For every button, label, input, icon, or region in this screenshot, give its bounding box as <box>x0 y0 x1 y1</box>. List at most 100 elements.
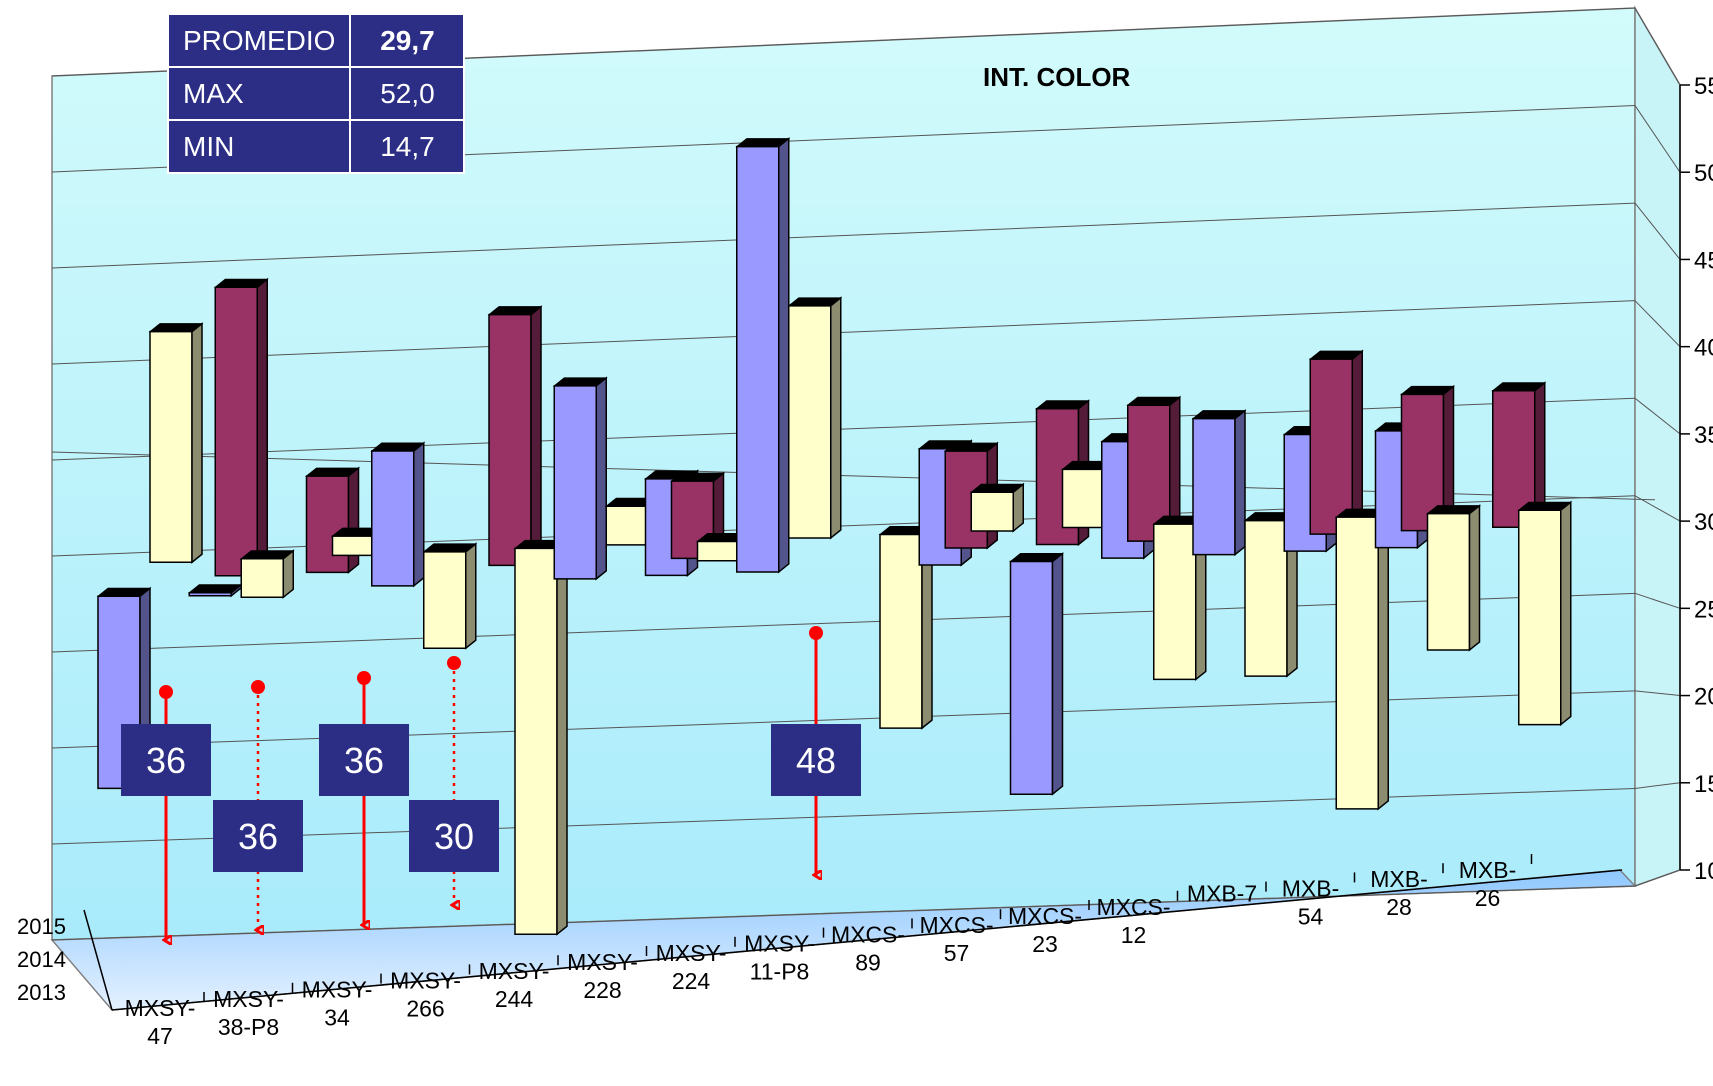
bar-2014 <box>1491 381 1547 529</box>
annotation-box <box>213 800 303 872</box>
bar-side <box>778 137 790 574</box>
stats-value: 52,0 <box>349 66 466 121</box>
category-label-line: 26 <box>1475 885 1501 911</box>
bar-side <box>1468 504 1481 652</box>
bar-front <box>1153 523 1197 681</box>
bar-top <box>1400 385 1455 395</box>
annotation-value: 36 <box>344 740 384 781</box>
bar-top <box>305 467 360 477</box>
bar-2015 <box>1426 504 1481 652</box>
bar-front <box>1309 358 1353 535</box>
depth-label: 2014 <box>17 947 66 972</box>
bar-top <box>1126 396 1182 406</box>
bar-2014 <box>1126 395 1182 543</box>
bar-top <box>1009 553 1064 563</box>
category-label: MXSY-244 <box>479 958 550 1012</box>
category-label-line: MXSY- <box>744 931 815 957</box>
category-label: MXSY-38-P8 <box>213 986 284 1040</box>
stats-row: MAX 52,0 <box>166 66 466 121</box>
category-label-line: MXCS- <box>831 921 905 947</box>
bar-top <box>735 138 791 148</box>
bar-top <box>670 472 725 482</box>
stats-value: 29,7 <box>349 13 466 68</box>
bar-2015 <box>513 538 569 936</box>
annotation: 30 <box>409 656 499 905</box>
category-label: MXSY-34 <box>302 977 373 1031</box>
bar-2015 <box>422 542 478 650</box>
category-label: MXB-28 <box>1370 866 1428 920</box>
stats-label: MIN <box>166 119 352 174</box>
bar-top <box>787 297 843 307</box>
bar-front <box>331 535 376 557</box>
bar-top <box>148 323 204 333</box>
bar-top <box>487 306 543 316</box>
bar-top <box>552 377 608 387</box>
bar-2014 <box>487 305 543 567</box>
bar-2014 <box>213 277 269 578</box>
bar-2015 <box>1517 500 1573 727</box>
category-label: MXCS-23 <box>1008 903 1082 957</box>
bar-side <box>191 322 203 564</box>
bar-side <box>256 277 268 578</box>
bar-side <box>830 296 842 540</box>
annotation-box <box>409 800 499 872</box>
gridline <box>51 202 1636 269</box>
bar-2015 <box>969 482 1025 533</box>
category-label-line: 38-P8 <box>218 1014 279 1040</box>
category-label-line: 28 <box>1386 894 1412 920</box>
bar-side <box>1051 551 1064 796</box>
stats-row: PROMEDIO 29,7 <box>166 13 466 68</box>
bar-side <box>556 538 568 936</box>
y-tick-label: 30,00 <box>1694 509 1713 536</box>
annotation-value: 48 <box>796 740 836 781</box>
gridline <box>51 885 1636 941</box>
bar-front <box>879 533 923 729</box>
bar-top <box>943 442 999 452</box>
bar-front <box>514 547 558 935</box>
bar-front <box>371 450 415 587</box>
annotation-value: 30 <box>434 816 474 857</box>
bar-front <box>736 145 780 573</box>
category-label-line: MXB- <box>1370 866 1428 892</box>
y-tick-label: 40,00 <box>1694 335 1713 362</box>
gridline <box>1634 202 1681 260</box>
category-label-line: MXSY- <box>479 958 550 984</box>
gridline <box>51 397 1636 461</box>
bar-front <box>970 491 1014 532</box>
bar-top <box>1517 501 1573 511</box>
bar-side <box>413 441 425 588</box>
y-tick-label: 25,00 <box>1694 596 1713 623</box>
bar-top <box>187 584 243 594</box>
bar-front <box>553 385 597 580</box>
bar-side <box>465 542 477 650</box>
depth-axis-line <box>83 909 113 1011</box>
y-tick-label: 45,00 <box>1694 247 1713 274</box>
bar-front <box>214 286 258 577</box>
annotation: 36 <box>213 680 303 930</box>
stats-label: MAX <box>166 66 352 121</box>
bar-front <box>696 540 741 562</box>
bar-top <box>1308 350 1364 360</box>
category-label-line: 54 <box>1298 903 1324 929</box>
gridline <box>1634 690 1681 697</box>
bar-front <box>305 475 350 574</box>
y-tick-label: 50,00 <box>1694 160 1713 187</box>
bar-2013 <box>187 583 243 598</box>
bar-top <box>422 543 478 553</box>
depth-label: 2013 <box>17 980 66 1005</box>
bar-top <box>969 483 1025 493</box>
bar-side <box>1560 500 1572 727</box>
y-tick-label: 20,00 <box>1694 684 1713 711</box>
category-label-line: 266 <box>406 995 444 1021</box>
bar-top <box>239 550 295 560</box>
annotation-value: 36 <box>146 740 186 781</box>
category-label-line: 228 <box>583 977 621 1003</box>
gridline <box>51 300 1636 365</box>
bar-2013 <box>1191 409 1247 557</box>
category-label: MXSY-224 <box>656 940 727 994</box>
category-label: MXB-7 <box>1187 881 1257 907</box>
bar-2014 <box>305 466 360 574</box>
bar-top <box>96 587 152 597</box>
bar-2015 <box>1334 507 1390 811</box>
annotation-box <box>319 724 409 796</box>
